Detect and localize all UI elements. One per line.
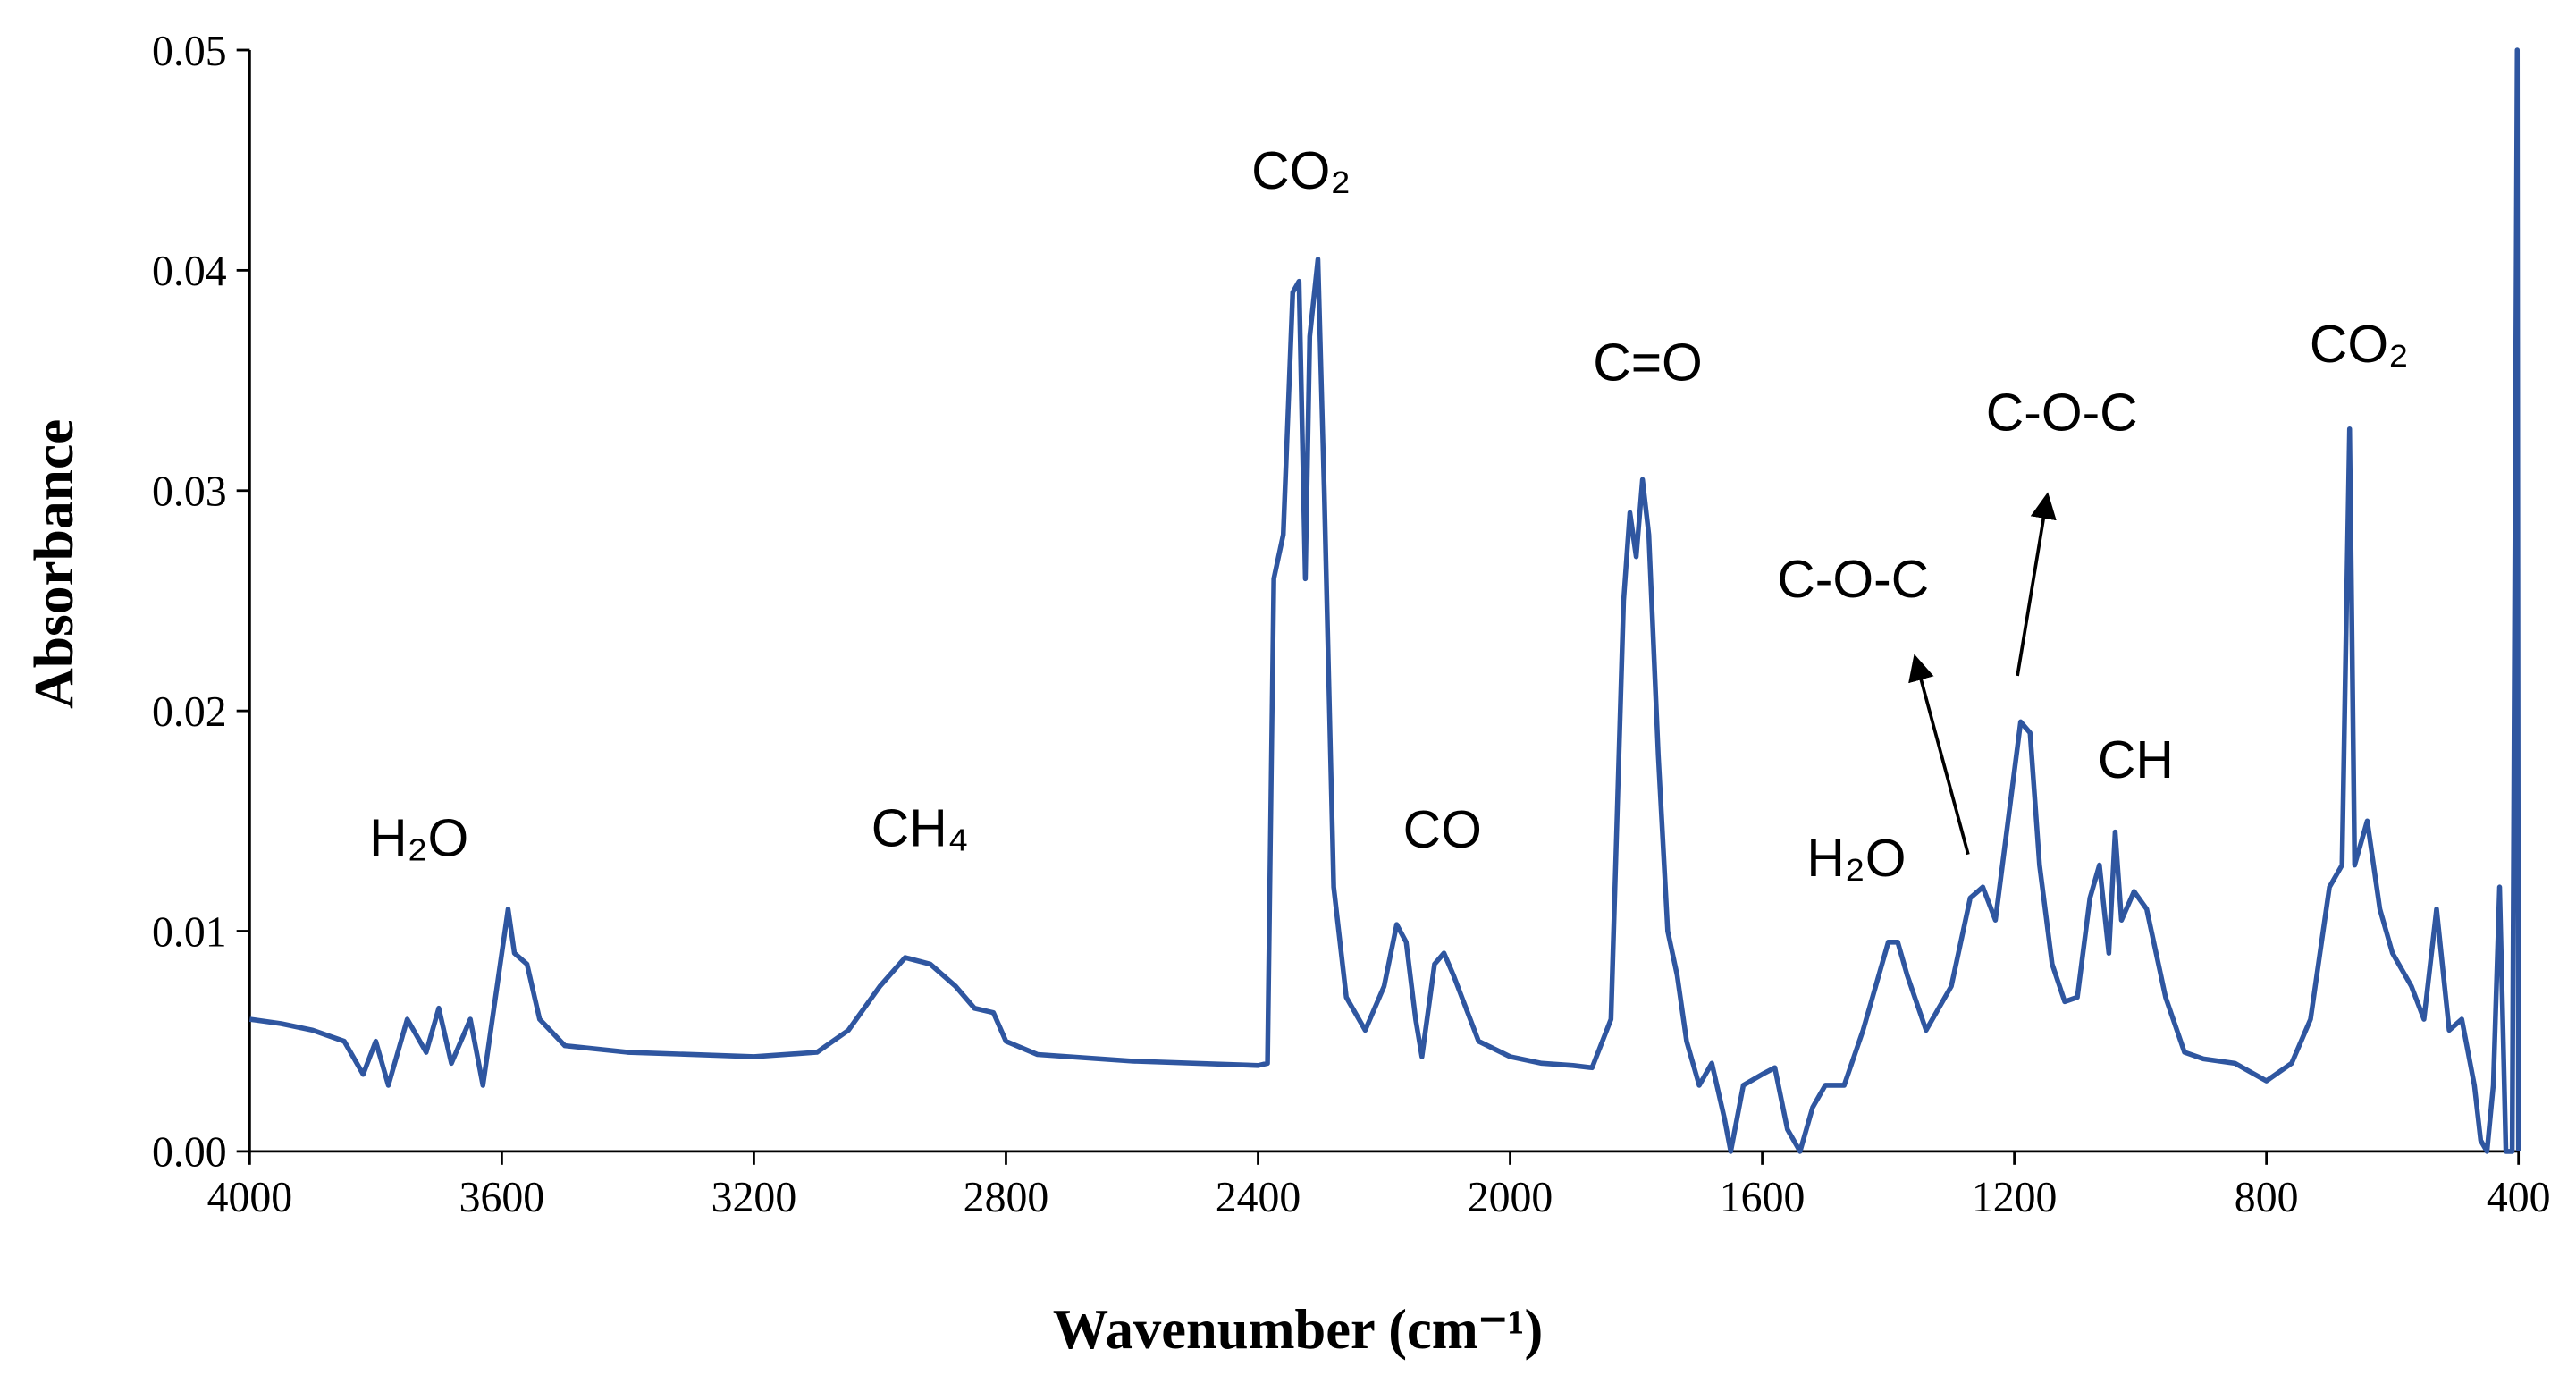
x-tick-label: 4000 xyxy=(207,1174,293,1221)
x-tick-label: 1200 xyxy=(1972,1174,2058,1221)
x-tick-label: 800 xyxy=(2235,1174,2299,1221)
peak-label: CH₄ xyxy=(871,797,969,858)
peak-label: CO xyxy=(1403,799,1482,860)
x-axis-label: Wavenumber (cm⁻¹) xyxy=(1053,1298,1544,1362)
x-tick-label: 400 xyxy=(2487,1174,2551,1221)
peak-label: CO₂ xyxy=(1251,140,1351,201)
y-tick-label: 0.01 xyxy=(152,908,227,956)
peak-label: H₂O xyxy=(369,807,468,868)
peak-label: C-O-C xyxy=(1777,549,1929,610)
peak-label: CO₂ xyxy=(2310,314,2409,375)
arrow xyxy=(1908,654,1970,856)
spectrum-line xyxy=(249,47,2521,1154)
peak-label: C-O-C xyxy=(1986,382,2138,443)
y-tick-label: 0.05 xyxy=(152,27,227,74)
peak-label: C=O xyxy=(1593,332,1703,392)
y-tick-label: 0.04 xyxy=(152,248,227,295)
x-tick-label: 2000 xyxy=(1468,1174,1553,1221)
x-tick-label: 1600 xyxy=(1720,1174,1806,1221)
x-tick-label: 3600 xyxy=(459,1174,545,1221)
x-tick-label: 3200 xyxy=(711,1174,797,1221)
x-tick-label: 2400 xyxy=(1216,1174,1301,1221)
peak-label: H₂O xyxy=(1806,828,1906,889)
y-tick-label: 0.00 xyxy=(152,1128,227,1176)
y-axis-label: Absorbance xyxy=(22,419,84,709)
peak-label: CH xyxy=(2098,729,2174,789)
y-tick-label: 0.02 xyxy=(152,688,227,736)
y-tick-label: 0.03 xyxy=(152,468,227,515)
arrow xyxy=(2016,492,2057,677)
x-tick-label: 2800 xyxy=(964,1174,1049,1221)
